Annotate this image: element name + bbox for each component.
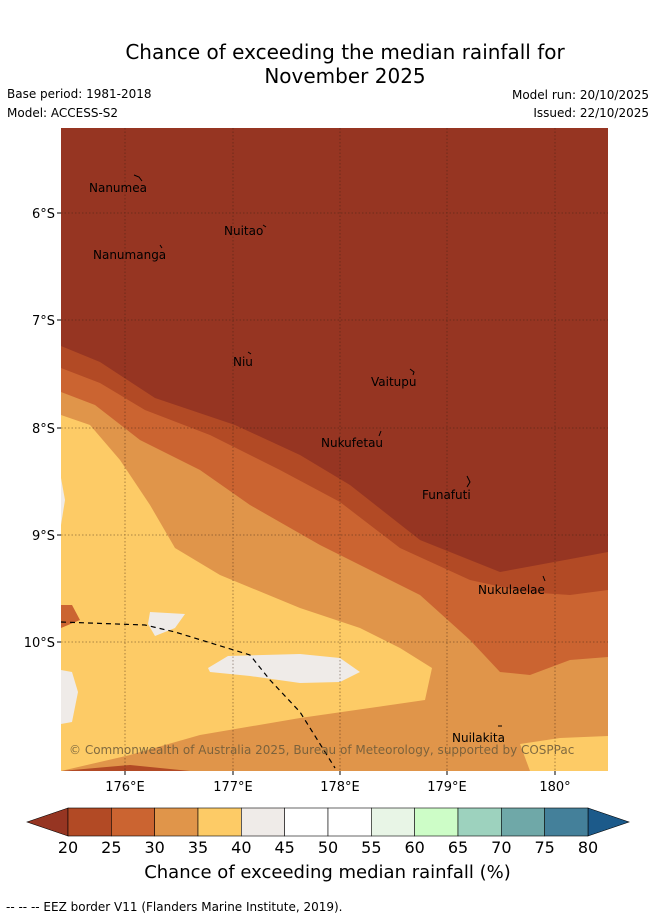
eez-footnote: -- -- -- EEZ border V11 (Flanders Marine… — [6, 900, 343, 914]
lon-tick-179e: 179°E — [427, 780, 467, 795]
colorbar-segment-50-55 — [327, 807, 372, 837]
colorbar-ticks: 20 25 30 35 40 45 50 55 60 65 70 75 80 — [58, 838, 598, 857]
colorbar-tick-50: 50 — [318, 838, 338, 857]
lat-tick-9s: 9°S — [32, 529, 55, 544]
lat-tick-6s: 6°S — [32, 207, 55, 222]
place-funafuti: Funafuti — [422, 488, 471, 502]
graticule — [61, 128, 608, 771]
island-shape-nuitao — [262, 224, 267, 228]
title-line-1: Chance of exceeding the median rainfall … — [125, 40, 565, 64]
place-niu: Niu — [233, 355, 253, 369]
colorbar-under-arrow — [26, 807, 69, 837]
place-nanumanga: Nanumanga — [93, 248, 166, 262]
colorbar-segment-45-50 — [284, 807, 329, 837]
issued-date: Issued: 22/10/2025 — [533, 106, 649, 120]
place-nuilakita: Nuilakita — [452, 731, 505, 745]
colorbar-segment-60-65 — [414, 807, 459, 837]
place-nukufetau: Nukufetau — [321, 436, 383, 450]
lat-tick-8s: 8°S — [32, 422, 55, 437]
rainfall-contours — [61, 128, 608, 771]
band-40-45-west — [148, 612, 185, 636]
island-shape-nukulaelae — [542, 575, 546, 582]
colorbar-tick-80: 80 — [578, 838, 598, 857]
island-shape-funafuti — [466, 475, 471, 488]
lon-tick-177e: 177°E — [213, 780, 253, 795]
colorbar-segment-40-45 — [241, 807, 285, 837]
title-line-2: November 2025 — [264, 64, 426, 88]
colorbar-segment-65-70 — [457, 807, 502, 837]
colorbar-tick-20: 20 — [58, 838, 78, 857]
lat-tick-7s: 7°S — [32, 314, 55, 329]
island-shape-vaitupu — [409, 368, 415, 376]
colorbar-over-arrow — [587, 807, 630, 837]
model-run: Model run: 20/10/2025 — [511, 88, 649, 102]
axis-ticks — [57, 212, 556, 775]
colorbar-tick-35: 35 — [188, 838, 208, 857]
colorbar-segment-35-40 — [197, 807, 242, 837]
colorbar-tick-65: 65 — [448, 838, 468, 857]
colorbar-tick-75: 75 — [534, 838, 554, 857]
colorbar-tick-30: 30 — [144, 838, 164, 857]
island-shape-nanumanga — [159, 244, 163, 249]
place-nukulaelae: Nukulaelae — [478, 583, 545, 597]
islands — [133, 174, 546, 727]
colorbar-segment-75-80 — [544, 807, 589, 837]
colorbar — [26, 807, 630, 837]
band-35-40-south — [520, 736, 608, 771]
island-shape-nukufetau — [378, 430, 382, 437]
lon-tick-176e: 176°E — [105, 780, 145, 795]
copyright-notice: © Commonwealth of Australia 2025, Bureau… — [69, 743, 574, 757]
colorbar-tick-40: 40 — [231, 838, 251, 857]
band-40-45-edge — [61, 670, 78, 724]
colorbar-segment-55-60 — [371, 807, 415, 837]
lon-tick-180: 180° — [539, 780, 570, 795]
place-vaitupu: Vaitupu — [371, 375, 417, 389]
colorbar-segment-20-25 — [67, 807, 112, 837]
map-title: Chance of exceeding the median rainfall … — [0, 40, 655, 88]
colorbar-label: Chance of exceeding median rainfall (%) — [144, 862, 511, 883]
place-nuitao: Nuitao — [224, 224, 263, 238]
island-shape-nanumea — [133, 174, 143, 182]
band-40-45-edge-north — [61, 478, 65, 525]
place-nanumea: Nanumea — [89, 181, 147, 195]
colorbar-tick-55: 55 — [361, 838, 381, 857]
colorbar-tick-25: 25 — [101, 838, 121, 857]
colorbar-tick-70: 70 — [491, 838, 511, 857]
band-20-25-south — [61, 765, 190, 771]
lon-tick-178e: 178°E — [320, 780, 360, 795]
colorbar-segment-30-35 — [154, 807, 199, 837]
band-40-45-central — [208, 654, 360, 683]
lat-tick-10s: 10°S — [24, 636, 55, 651]
eez-border — [61, 621, 336, 769]
colorbar-tick-60: 60 — [404, 838, 424, 857]
colorbar-segment-25-30 — [111, 807, 155, 837]
model-name: Model: ACCESS-S2 — [7, 106, 119, 120]
base-period: Base period: 1981-2018 — [7, 87, 152, 101]
colorbar-tick-45: 45 — [274, 838, 294, 857]
colorbar-segment-70-75 — [501, 807, 545, 837]
island-shape-niu — [247, 351, 252, 355]
